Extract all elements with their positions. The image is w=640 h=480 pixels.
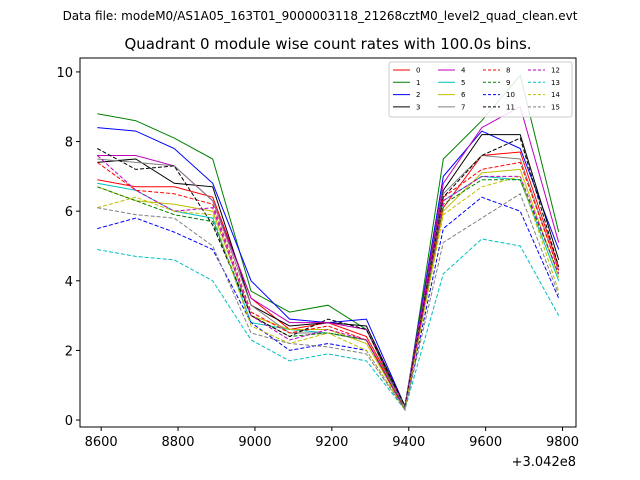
legend-label-4: 4 — [461, 67, 466, 75]
legend-label-3: 3 — [416, 103, 420, 111]
x-axis: 8600 8800 9000 9200 9400 9600 9800 — [85, 427, 579, 450]
x-tick-label: 8600 — [85, 435, 118, 450]
plot-area — [96, 74, 560, 412]
legend-label-2: 2 — [416, 91, 420, 99]
y-tick-label: 0 — [65, 414, 73, 429]
y-axis: 0 2 4 6 8 10 — [56, 66, 80, 429]
legend-label-11: 11 — [506, 103, 515, 111]
x-tick-label: 9400 — [392, 435, 425, 450]
y-tick-label: 8 — [65, 136, 73, 151]
plot-frame — [79, 57, 577, 428]
series-line-8 — [97, 161, 560, 412]
legend-label-8: 8 — [506, 67, 510, 75]
y-tick-label: 10 — [56, 66, 73, 81]
series-line-14 — [97, 175, 560, 411]
y-tick-label: 6 — [65, 205, 73, 220]
series-line-13 — [97, 238, 560, 411]
legend-label-10: 10 — [506, 91, 515, 99]
series-line-9 — [97, 179, 560, 412]
series-line-10 — [97, 196, 560, 411]
y-tick-label: 4 — [65, 275, 73, 290]
x-tick-label: 9800 — [546, 435, 579, 450]
chart-title: Quadrant 0 module wise count rates with … — [124, 35, 531, 53]
legend-label-9: 9 — [506, 79, 510, 87]
x-offset-label: +3.042e8 — [512, 455, 576, 470]
legend-label-7: 7 — [461, 103, 465, 111]
legend-label-5: 5 — [461, 79, 465, 87]
suptitle: Data file: modeM0/AS1A05_163T01_90000031… — [63, 9, 578, 23]
legend-label-12: 12 — [551, 67, 560, 75]
y-tick-label: 2 — [65, 344, 73, 359]
legend-label-13: 13 — [551, 79, 560, 87]
x-tick-label: 9000 — [238, 435, 271, 450]
x-tick-label: 9600 — [469, 435, 502, 450]
series-line-3 — [97, 134, 560, 408]
legend-label-1: 1 — [416, 79, 420, 87]
series-line-15 — [97, 193, 560, 411]
series-line-1 — [97, 74, 560, 412]
series-line-12 — [96, 155, 560, 412]
series-line-6 — [97, 168, 560, 412]
legend-label-15: 15 — [551, 103, 560, 111]
series-line-11 — [97, 137, 560, 408]
legend-label-14: 14 — [551, 91, 560, 99]
x-tick-label: 9200 — [315, 435, 348, 450]
legend-label-6: 6 — [461, 91, 466, 99]
series-line-2 — [97, 127, 560, 408]
series-line-0 — [97, 151, 560, 408]
x-tick-label: 8800 — [161, 435, 194, 450]
legend-label-0: 0 — [416, 67, 420, 75]
legend-box — [388, 61, 573, 118]
